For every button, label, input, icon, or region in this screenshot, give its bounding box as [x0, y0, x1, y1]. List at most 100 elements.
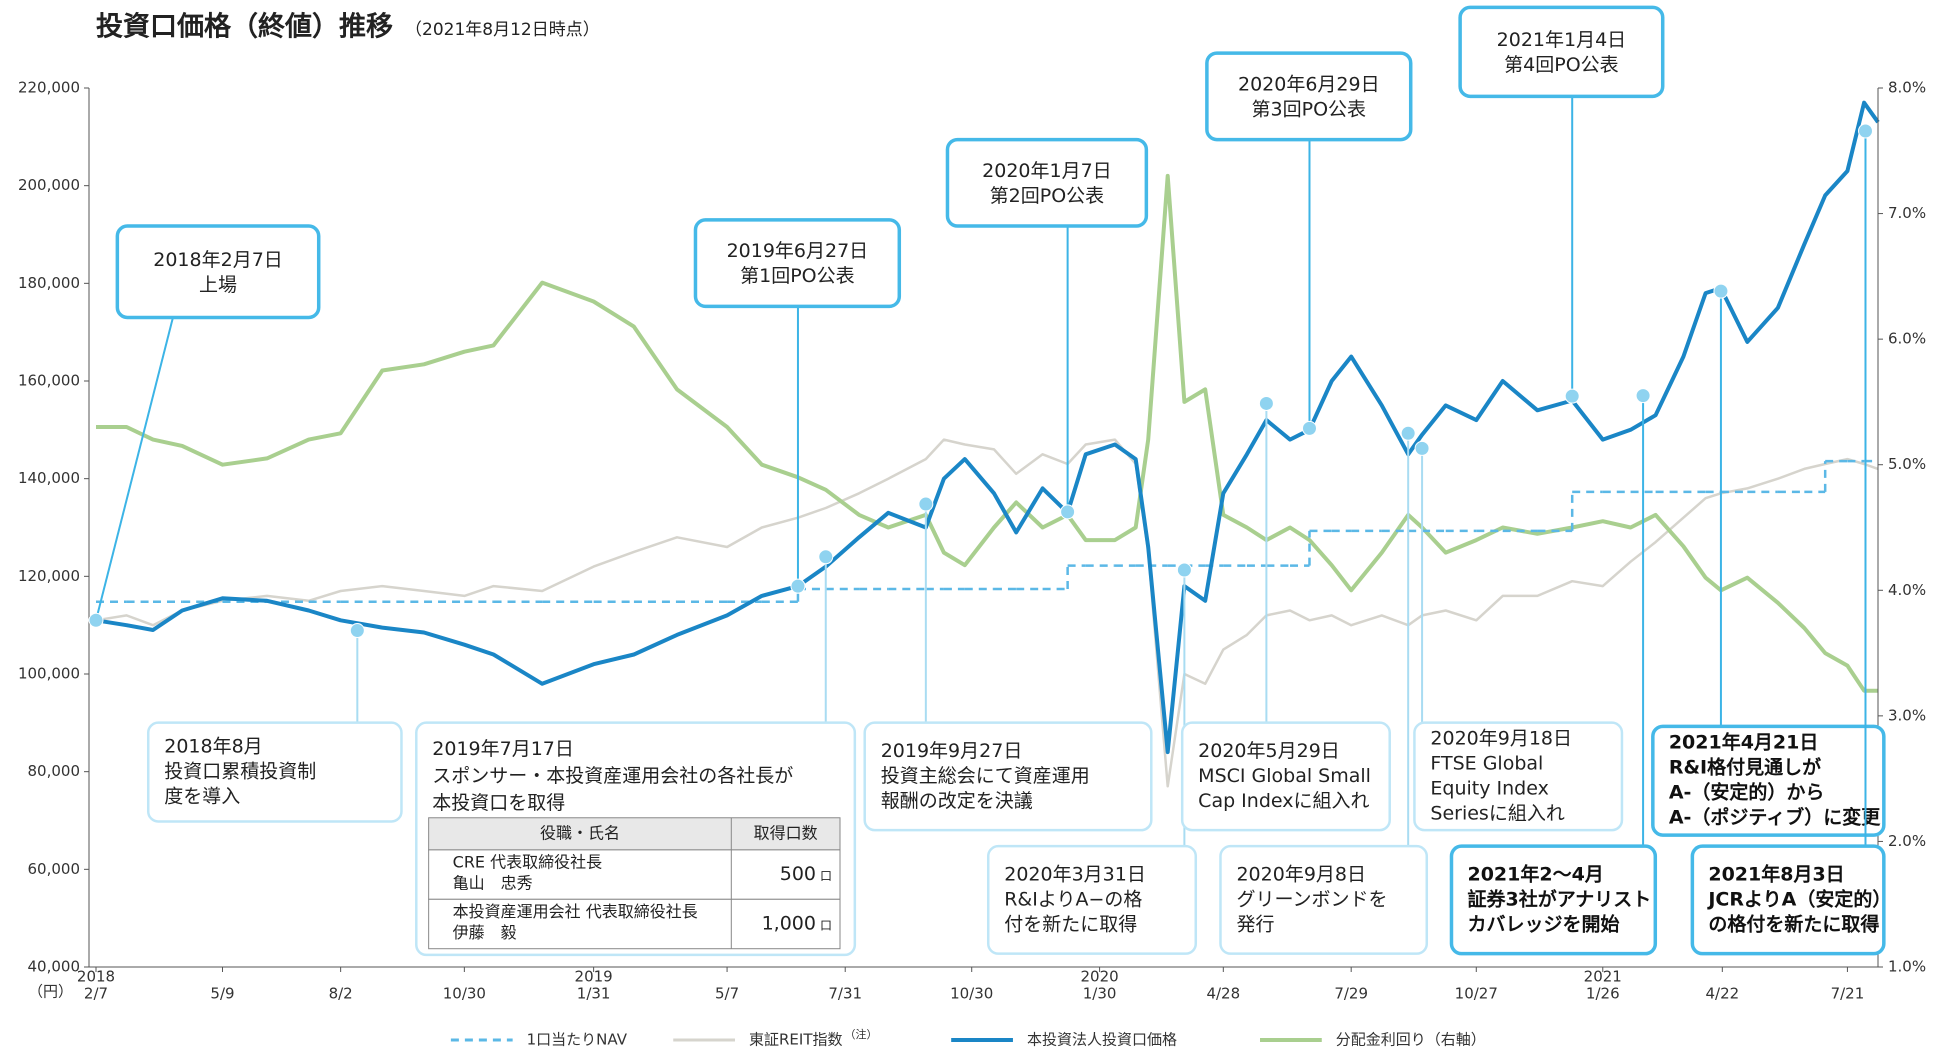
annotation-box: [945, 137, 1149, 228]
y2-tick-label: 3.0%: [1888, 706, 1926, 724]
x-tick-year: 2020: [1080, 968, 1118, 986]
event-point: [1176, 562, 1192, 578]
y2-tick-label: 6.0%: [1888, 330, 1926, 348]
legend-label: 東証REIT指数: [749, 1031, 843, 1049]
x-tick-label: 10/30: [443, 985, 486, 1003]
annotation-text: R&IよりA−の格: [1004, 888, 1142, 910]
x-tick-label: 8/2: [329, 985, 353, 1003]
annotation-box: [146, 721, 403, 823]
annotation-text: 度を導入: [164, 786, 240, 808]
x-tick-label: 7/29: [1334, 985, 1368, 1003]
event-point: [1400, 425, 1416, 441]
x-tick-label: 10/30: [950, 985, 993, 1003]
annotation-text: 2020年9月8日: [1236, 863, 1366, 885]
annotation-text: 2019年7月17日: [432, 738, 574, 760]
annotation-text: 2018年8月: [164, 736, 262, 758]
event-point: [1857, 123, 1873, 139]
leader-line: [95, 317, 174, 621]
table-row: [428, 898, 841, 950]
event-point: [1414, 440, 1430, 456]
y2-tick-label: 7.0%: [1888, 204, 1926, 222]
annotation-box: [1413, 721, 1624, 832]
event-point: [1564, 388, 1580, 404]
annotation-box: [1180, 721, 1391, 832]
table-unit: 口: [820, 919, 832, 933]
annotation-text: Equity Index: [1430, 777, 1548, 799]
annotation-box: [1449, 844, 1658, 956]
x-tick-label: 5/9: [210, 985, 234, 1003]
annotation-text: MSCI Global Small: [1198, 765, 1371, 787]
legend-label: 1口当たりNAV: [527, 1031, 628, 1049]
table-unit: 口: [820, 869, 832, 883]
annotation-text: 第3回PO公表: [1252, 98, 1367, 120]
annotation-box: [1651, 724, 1886, 837]
x-tick-label: 1/26: [1586, 985, 1620, 1003]
annotation-box: [115, 224, 321, 320]
annotation-text: 2020年6月29日: [1238, 73, 1380, 95]
annotation-text: 本投資口を取得: [432, 792, 565, 814]
annotation-text: 2019年6月27日: [727, 240, 869, 262]
annotation-box: [1205, 51, 1413, 142]
annotation-text: 2020年1月7日: [982, 160, 1112, 182]
annotation-text: FTSE Global: [1430, 752, 1543, 774]
y-tick-label: 120,000: [18, 567, 80, 585]
annotation-text: 報酬の改定を決議: [881, 790, 1033, 812]
x-tick-label: 2/7: [84, 985, 108, 1003]
table-name: 本投資産運用会社 代表取締役社長: [453, 902, 698, 921]
annotation-text: グリーンボンドを: [1236, 888, 1387, 910]
event-point: [88, 612, 104, 628]
table-name: 伊藤 毅: [453, 923, 517, 942]
y-tick-label: 100,000: [18, 665, 80, 683]
annotation-text: 2020年5月29日: [1198, 740, 1340, 762]
event-point: [1258, 395, 1274, 411]
table-row: [428, 849, 841, 900]
event-point: [918, 496, 934, 512]
x-tick-label: 7/21: [1831, 985, 1865, 1003]
event-point: [349, 623, 365, 639]
legend-note: （注）: [845, 1027, 878, 1041]
event-point: [818, 549, 834, 565]
annotation-text: 2019年9月27日: [881, 740, 1023, 762]
annotation-text: 2020年9月18日: [1430, 727, 1572, 749]
annotation-text: 第4回PO公表: [1504, 54, 1619, 76]
annotation-box: [1690, 844, 1886, 956]
annotation-text: 第2回PO公表: [990, 185, 1105, 207]
x-tick-year: 2019: [575, 968, 613, 986]
annotation-text: R&I格付見通しが: [1669, 756, 1821, 779]
annotation-text: A-（ポジティブ）に変更: [1669, 806, 1881, 829]
annotation-text: 2021年2〜4月: [1467, 862, 1603, 885]
annotation-text: 第1回PO公表: [740, 265, 855, 287]
annotation-box: [1458, 5, 1665, 99]
y-tick-label: 180,000: [18, 274, 80, 292]
table-header: 役職・氏名: [540, 823, 620, 842]
y2-tick-label: 4.0%: [1888, 581, 1926, 599]
legend-label: 本投資法人投資口価格: [1027, 1031, 1177, 1049]
annotation-box: [693, 218, 902, 309]
x-tick-label: 1/31: [577, 985, 611, 1003]
event-point: [1301, 420, 1317, 436]
event-point: [1713, 283, 1729, 299]
chart-title: 投資口価格（終値）推移: [96, 11, 393, 43]
y2-tick-label: 1.0%: [1888, 958, 1926, 976]
y-tick-label: 160,000: [18, 372, 80, 390]
x-tick-label: 1/30: [1083, 985, 1117, 1003]
annotation-text: 証券3社がアナリスト: [1467, 887, 1651, 910]
annotation-text: A-（安定的）から: [1669, 781, 1825, 804]
table-header: 取得口数: [754, 823, 818, 842]
x-tick-label: 4/22: [1705, 985, 1739, 1003]
annotation-text: 投資主総会にて資産運用: [881, 765, 1090, 787]
x-tick-label: 5/7: [715, 985, 739, 1003]
y-tick-label: 40,000: [28, 958, 81, 976]
x-tick-year: 2018: [77, 968, 115, 986]
x-tick-year: 2021: [1584, 968, 1622, 986]
event-point: [790, 578, 806, 594]
annotation-text: 2021年4月21日: [1669, 731, 1819, 754]
annotation-text: カバレッジを開始: [1467, 912, 1619, 935]
annotation-text: 2020年3月31日: [1004, 863, 1146, 885]
y2-tick-label: 8.0%: [1888, 79, 1926, 97]
annotation-text: 2021年8月3日: [1708, 862, 1844, 885]
table-name: CRE 代表取締役社長: [453, 852, 603, 871]
annotation-text: スポンサー・本投資産運用会社の各社長が: [432, 765, 793, 787]
